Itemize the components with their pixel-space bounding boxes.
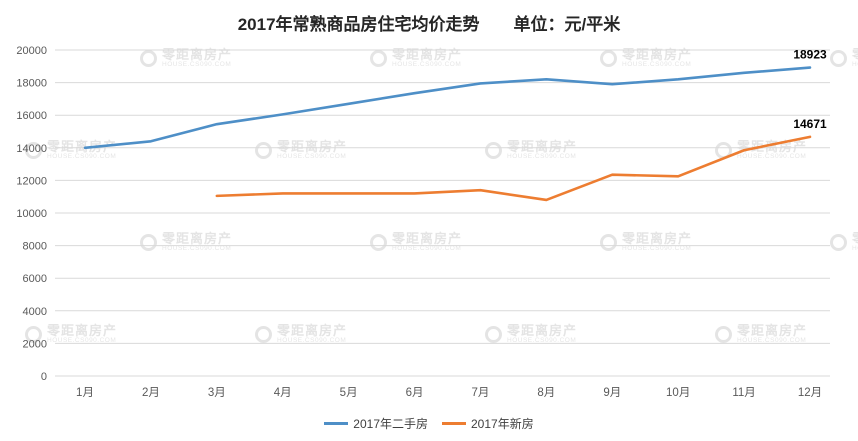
y-axis-label: 20000 [16,45,47,57]
x-axis-label: 5月 [340,387,358,399]
legend-item-0: 2017年二手房 [324,415,428,432]
x-axis-label: 3月 [208,387,226,399]
y-axis-label: 10000 [16,208,47,220]
x-axis-label: 6月 [406,387,424,399]
y-axis-label: 8000 [23,241,47,253]
chart-title: 2017年常熟商品房住宅均价走势 [237,15,480,34]
chart-unit-label: 单位：元/平米 [513,15,621,34]
x-axis-label: 11月 [732,387,755,399]
y-axis-label: 12000 [16,175,47,187]
legend-label: 2017年二手房 [353,417,428,431]
legend-item-1: 2017年新房 [442,415,534,432]
x-axis-label: 8月 [537,387,555,399]
x-axis-label: 1月 [76,387,94,399]
y-axis-label: 18000 [16,78,47,90]
series-line-0 [83,66,812,150]
chart-legend: 2017年二手房 2017年新房 [0,415,858,432]
y-axis-label: 14000 [16,143,47,155]
y-axis-label: 4000 [23,306,47,318]
y-axis-label: 2000 [23,338,47,350]
data-label: 14671 [793,117,827,131]
x-axis-label: 9月 [603,387,621,399]
legend-swatch [324,422,349,425]
chart-title-row: 2017年常熟商品房住宅均价走势 单位：元/平米 [0,10,858,35]
y-axis-label: 6000 [23,273,47,285]
x-axis-label: 4月 [274,387,292,399]
x-axis-label: 12月 [798,387,822,399]
y-axis-label: 16000 [16,110,47,122]
price-trend-plot: 0 2000 4000 6000 8000 10000 12000 14000 16000 180… [16,45,830,399]
series-line-1 [215,135,812,202]
x-axis-label: 2月 [142,387,160,399]
x-axis-label: 10月 [666,387,690,399]
y-axis-label: 0 [41,371,47,383]
legend-label: 2017年新房 [471,417,534,431]
legend-swatch [442,422,466,425]
x-axis-label: 7月 [472,387,490,399]
data-label: 18923 [793,48,827,62]
